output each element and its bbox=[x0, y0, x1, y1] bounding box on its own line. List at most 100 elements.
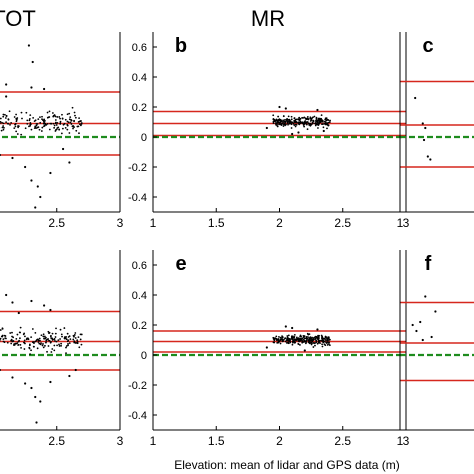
data-point bbox=[24, 127, 27, 130]
data-point bbox=[290, 127, 293, 129]
data-point bbox=[291, 326, 294, 330]
data-point bbox=[35, 124, 38, 127]
y-tick-label: 0.6 bbox=[132, 260, 147, 272]
data-point bbox=[411, 323, 414, 327]
data-point bbox=[306, 128, 309, 131]
data-point bbox=[43, 304, 46, 307]
data-point bbox=[48, 110, 51, 113]
data-point bbox=[309, 122, 312, 125]
data-point bbox=[11, 301, 14, 304]
data-point bbox=[314, 344, 316, 347]
data-point bbox=[290, 115, 293, 118]
x-tick-label: 2.5 bbox=[48, 216, 65, 230]
data-point bbox=[72, 334, 75, 337]
x-tick-label: 1.5 bbox=[208, 216, 225, 230]
data-point bbox=[324, 121, 327, 123]
data-point bbox=[44, 122, 47, 125]
data-point bbox=[24, 342, 26, 345]
data-point bbox=[66, 340, 69, 343]
data-point bbox=[53, 124, 56, 127]
data-point bbox=[19, 337, 21, 340]
data-point bbox=[21, 117, 23, 120]
data-point bbox=[50, 351, 53, 353]
data-point bbox=[301, 339, 304, 342]
panel-label-bg bbox=[418, 253, 440, 275]
data-point bbox=[303, 349, 306, 352]
data-point bbox=[35, 127, 38, 130]
data-point bbox=[60, 333, 63, 336]
panel-e: 1 1.5 2 2.5 3 -0.4 -0.2 0 0.2 0.4 0.6 e bbox=[128, 250, 410, 448]
data-point bbox=[13, 127, 16, 130]
data-point bbox=[66, 113, 69, 116]
x-tick-label: 1 bbox=[150, 216, 157, 230]
data-point bbox=[289, 341, 292, 344]
data-point bbox=[22, 333, 25, 336]
data-point bbox=[6, 341, 9, 344]
data-point bbox=[291, 340, 294, 343]
data-point bbox=[39, 339, 41, 342]
data-point bbox=[66, 128, 69, 131]
data-point bbox=[46, 350, 48, 353]
data-point bbox=[275, 123, 277, 126]
data-point bbox=[76, 125, 79, 128]
data-point bbox=[63, 337, 66, 340]
data-point bbox=[31, 60, 34, 64]
data-point bbox=[1, 121, 3, 124]
data-point bbox=[49, 308, 52, 312]
data-point bbox=[68, 112, 71, 115]
data-point bbox=[39, 400, 42, 403]
data-point bbox=[421, 122, 424, 125]
data-point bbox=[289, 338, 291, 340]
data-point bbox=[306, 337, 309, 340]
data-point bbox=[7, 118, 10, 121]
data-point bbox=[37, 338, 39, 341]
data-point bbox=[322, 126, 325, 129]
data-point bbox=[310, 343, 313, 346]
data-point bbox=[301, 121, 304, 124]
data-point bbox=[59, 328, 62, 331]
data-point bbox=[60, 342, 63, 345]
data-point bbox=[319, 120, 322, 122]
data-point bbox=[317, 341, 320, 344]
panel-label: f bbox=[425, 253, 432, 275]
y-tick-label: 0.4 bbox=[132, 290, 147, 302]
data-point bbox=[68, 342, 71, 344]
data-point bbox=[326, 339, 329, 342]
data-point bbox=[278, 123, 281, 126]
data-point bbox=[284, 340, 287, 343]
data-point bbox=[30, 386, 33, 390]
y-tick-label: 0.2 bbox=[132, 320, 147, 332]
data-point bbox=[282, 340, 285, 342]
data-point bbox=[20, 111, 23, 114]
data-point bbox=[286, 336, 289, 339]
data-point bbox=[280, 119, 282, 122]
data-point bbox=[53, 349, 56, 352]
data-point bbox=[11, 376, 14, 379]
data-point bbox=[273, 120, 276, 122]
data-point bbox=[309, 116, 312, 119]
data-point bbox=[75, 129, 78, 132]
data-point bbox=[1, 126, 4, 129]
panel-label: e bbox=[175, 253, 186, 275]
data-point bbox=[320, 114, 323, 117]
data-point bbox=[312, 116, 314, 119]
data-point bbox=[53, 338, 56, 340]
data-point bbox=[35, 339, 38, 342]
data-point bbox=[299, 122, 302, 125]
data-point bbox=[52, 122, 55, 125]
data-point bbox=[293, 333, 296, 336]
panel-label: c bbox=[422, 35, 433, 57]
data-point bbox=[25, 338, 28, 341]
panel-label: b bbox=[175, 35, 187, 57]
data-point bbox=[311, 342, 314, 344]
data-point bbox=[284, 118, 286, 121]
data-point bbox=[65, 338, 68, 341]
y-tick-label: -0.4 bbox=[128, 192, 147, 204]
data-point bbox=[28, 347, 31, 350]
data-point bbox=[25, 111, 28, 114]
data-point bbox=[0, 129, 3, 132]
data-point bbox=[284, 107, 287, 110]
data-point bbox=[56, 344, 58, 347]
data-point bbox=[317, 127, 319, 129]
data-point bbox=[424, 295, 427, 298]
